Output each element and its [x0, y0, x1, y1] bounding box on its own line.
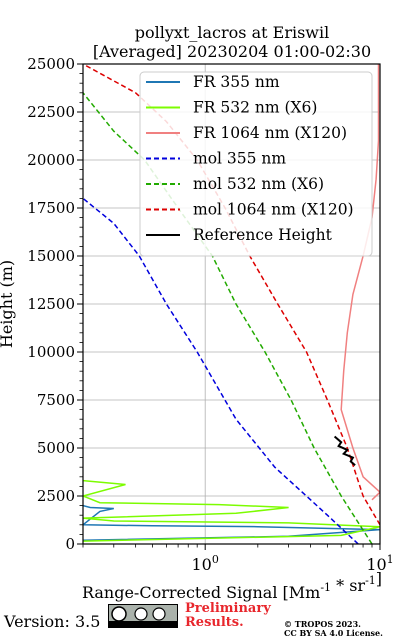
y-axis-label: Height (m): [0, 260, 16, 348]
chart-title-line2: [Averaged] 20230204 01:00-02:30: [93, 42, 371, 61]
x-axis-label: Range-Corrected Signal [Mm-1 * sr-1]: [82, 569, 382, 602]
cc-by-sa-icon: [111, 606, 166, 621]
y-tick-label: 15000: [27, 247, 75, 265]
cc-badge-strip: [109, 621, 177, 627]
series-line-1: [83, 479, 380, 542]
preliminary-line2: Results.: [185, 615, 244, 630]
chart-title-line1: pollyxt_lacros at Eriswil: [135, 23, 329, 42]
copyright-line1: © TROPOS 2023.: [284, 619, 361, 629]
series-line-4: [83, 92, 373, 544]
version-label: Version: 3.5: [4, 612, 101, 631]
series-line-2: [340, 64, 380, 501]
y-tick-label: 12500: [27, 295, 75, 313]
axis-layer: 100 101 0 2500 5000 7500 10000 12500 15000 17500 2…: [27, 55, 393, 574]
legend: FR 355 nm FR 532 nm (X6) FR 1064 nm (X120)…: [139, 71, 373, 257]
y-tick-label: 5000: [37, 439, 75, 457]
copyright-notice: © TROPOS 2023. CC BY SA 4.0 License.: [284, 620, 383, 638]
preliminary-line1: Preliminary: [185, 601, 271, 616]
series-line-6: [333, 435, 356, 467]
y-tick-label: 2500: [37, 487, 75, 505]
legend-box: [139, 71, 373, 257]
y-tick-label: 22500: [27, 103, 75, 121]
legend-label: Reference Height: [193, 226, 333, 244]
x-tick-label: 101: [366, 553, 393, 574]
y-tick-label: 17500: [27, 199, 75, 217]
legend-label: mol 532 nm (X6): [193, 175, 324, 193]
y-tick-label: 20000: [27, 151, 75, 169]
legend-label: FR 532 nm (X6): [193, 99, 317, 117]
legend-label: mol 355 nm: [193, 150, 286, 168]
series-line-0: [83, 504, 380, 541]
series-layer: [83, 64, 380, 544]
y-tick-label: 25000: [27, 55, 75, 73]
preliminary-notice: Preliminary Results.: [185, 602, 271, 630]
y-tick-label: 7500: [37, 391, 75, 409]
y-tick-label: 0: [65, 535, 75, 553]
y-tick-label: 10000: [27, 343, 75, 361]
series-line-3: [83, 197, 359, 544]
x-tick-label: 100: [192, 553, 219, 574]
legend-label: FR 1064 nm (X120): [193, 124, 347, 142]
legend-label: mol 1064 nm (X120): [193, 201, 354, 219]
legend-label: FR 355 nm: [193, 73, 280, 91]
cc-license-badge: [108, 604, 178, 628]
copyright-line2: CC BY SA 4.0 License.: [284, 628, 383, 638]
